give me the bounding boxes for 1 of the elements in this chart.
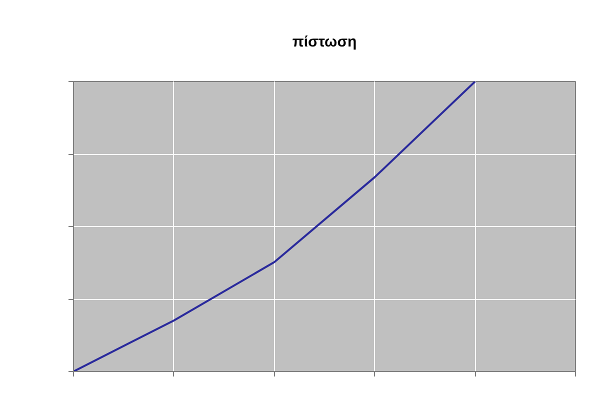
- chart-title: πίστωση: [292, 34, 357, 50]
